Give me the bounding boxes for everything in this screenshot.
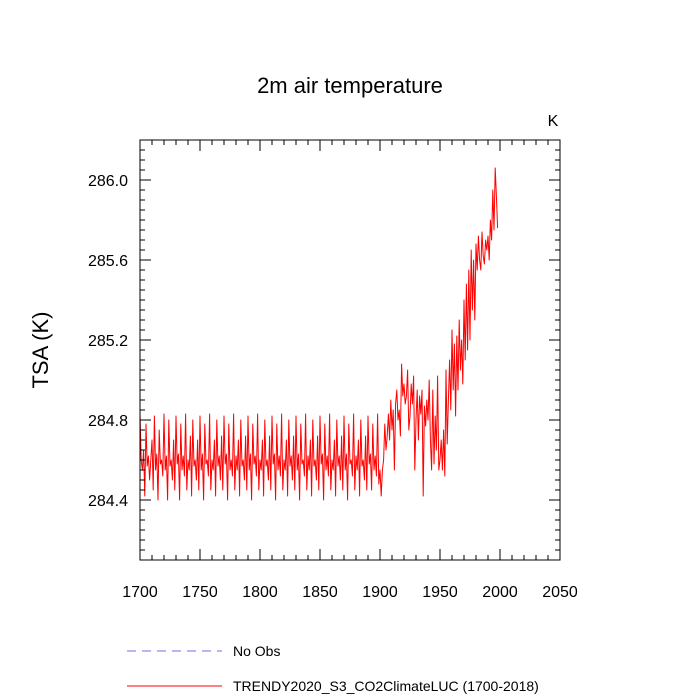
legend-label-1: TRENDY2020_S3_CO2ClimateLUC (1700-2018) [233, 678, 539, 694]
x-tick-label: 2050 [542, 584, 578, 601]
y-tick-label: 285.6 [88, 253, 128, 270]
x-tick-label: 1950 [422, 584, 458, 601]
y-axis-label: TSA (K) [28, 311, 53, 388]
chart-title: 2m air temperature [257, 73, 443, 98]
x-tick-label: 1700 [122, 584, 158, 601]
series-line-1 [139, 167, 499, 501]
x-tick-label: 2000 [482, 584, 518, 601]
y-tick-label: 284.8 [88, 413, 128, 430]
x-tick-label: 1900 [362, 584, 398, 601]
legend: No Obs TRENDY2020_S3_CO2ClimateLUC (1700-… [127, 643, 539, 694]
x-tick-label: 1750 [182, 584, 218, 601]
y-tick-labels: 284.4 284.8 285.2 285.6 286.0 [88, 173, 128, 510]
plot-axes [139, 139, 561, 561]
plot-series [139, 167, 499, 501]
y-tick-label: 285.2 [88, 333, 128, 350]
y-tick-label: 284.4 [88, 493, 128, 510]
x-tick-labels: 1700 1750 1800 1850 1900 1950 2000 2050 [122, 584, 578, 601]
units-label: K [548, 113, 559, 130]
x-tick-label: 1800 [242, 584, 278, 601]
y-tick-label: 286.0 [88, 173, 128, 190]
legend-label-0: No Obs [233, 643, 280, 659]
x-tick-label: 1850 [302, 584, 338, 601]
